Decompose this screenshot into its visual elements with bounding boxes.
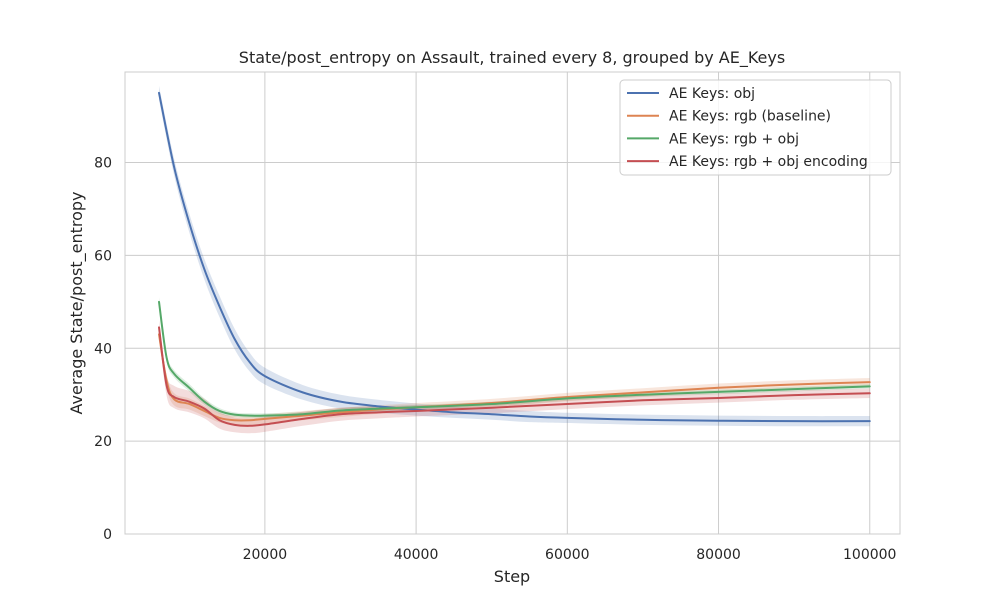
series-line xyxy=(158,326,871,427)
x-tick-label: 60000 xyxy=(545,547,590,563)
series-line xyxy=(158,333,871,422)
y-tick-label: 60 xyxy=(94,248,112,264)
legend-box xyxy=(619,79,892,176)
y-tick-label: 20 xyxy=(94,434,112,450)
confidence-band xyxy=(159,320,870,434)
legend-label: AE Keys: rgb + obj encoding xyxy=(669,154,868,170)
legend-label: AE Keys: rgb + obj xyxy=(669,131,799,147)
y-tick-label: 40 xyxy=(94,341,112,357)
y-tick-label: 80 xyxy=(94,156,112,172)
plot-area-frame xyxy=(124,71,901,535)
x-axis-ticks: 20000 40000 60000 80000 100000 xyxy=(243,547,897,563)
series-line xyxy=(158,300,871,417)
series-lines xyxy=(158,91,871,427)
series-line xyxy=(158,91,871,423)
legend-label: AE Keys: obj xyxy=(669,86,755,102)
x-tick-label: 100000 xyxy=(843,547,896,563)
y-axis-ticks: 0 20 40 60 80 xyxy=(94,156,112,543)
legend-label: AE Keys: rgb (baseline) xyxy=(669,109,831,125)
x-tick-label: 20000 xyxy=(243,547,288,563)
y-tick-label: 0 xyxy=(103,527,112,543)
legend: AE Keys: obj AE Keys: rgb (baseline) AE Ke… xyxy=(619,79,892,176)
confidence-band xyxy=(159,327,870,426)
chart-title: State/post_entropy on Assault, trained e… xyxy=(239,48,785,68)
x-tick-label: 80000 xyxy=(696,547,741,563)
x-tick-label: 40000 xyxy=(394,547,439,563)
y-axis-label: Average State/post_entropy xyxy=(67,192,87,415)
x-axis-label: Step xyxy=(494,567,530,586)
confidence-bands xyxy=(159,85,870,434)
